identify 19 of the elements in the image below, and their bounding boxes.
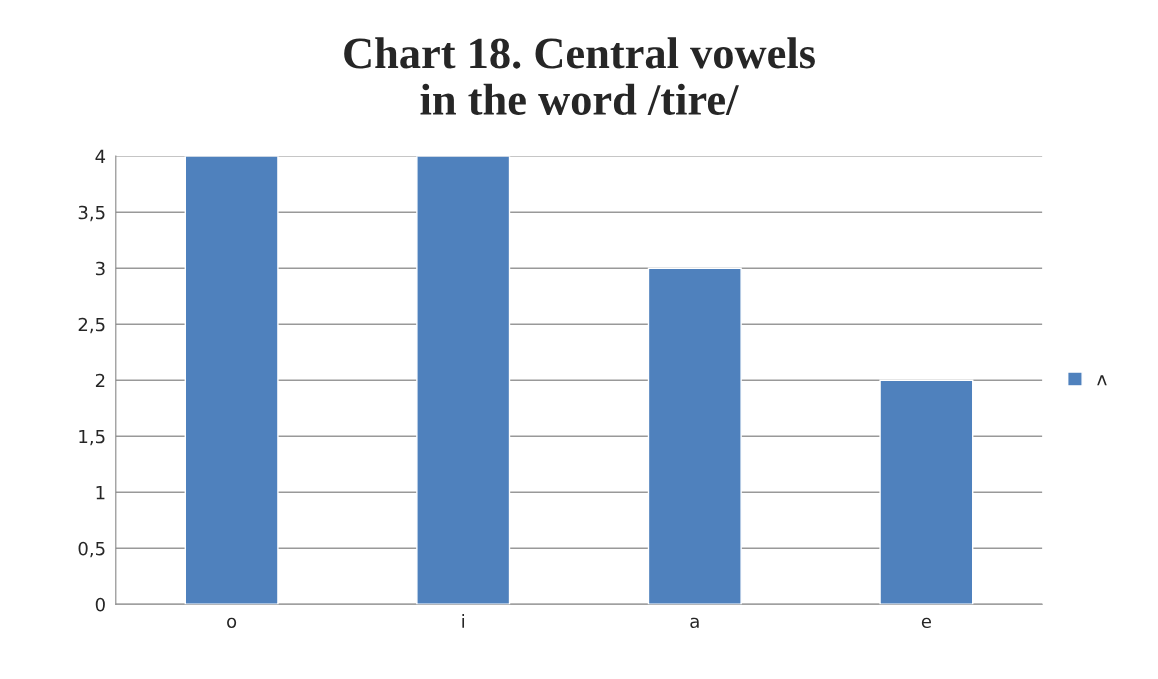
y-tick-label: 2,5 bbox=[78, 317, 105, 334]
chart-title: Chart 18. Central vowels in the word /tire/ bbox=[344, 37, 815, 115]
y-tick-label: 3 bbox=[95, 261, 105, 276]
y-tick-label: 0,5 bbox=[78, 541, 105, 558]
y-tick-label: 4 bbox=[95, 149, 106, 164]
x-tick-label: e bbox=[921, 617, 931, 629]
x-tick-label: o bbox=[227, 617, 237, 629]
y-tick-label: 1,5 bbox=[79, 429, 105, 446]
x-tick-label: i bbox=[462, 614, 465, 628]
y-tick-label: 0 bbox=[95, 597, 105, 612]
bar bbox=[647, 267, 742, 605]
x-tick-label: a bbox=[690, 617, 699, 629]
y-tick-label: 1 bbox=[96, 485, 105, 500]
y-tick-label: 2 bbox=[95, 373, 105, 388]
legend-label: ʌ bbox=[1097, 375, 1107, 386]
bar bbox=[416, 156, 511, 605]
bar bbox=[879, 379, 974, 605]
y-tick-label: 3,5 bbox=[78, 205, 105, 222]
bar bbox=[184, 156, 279, 605]
